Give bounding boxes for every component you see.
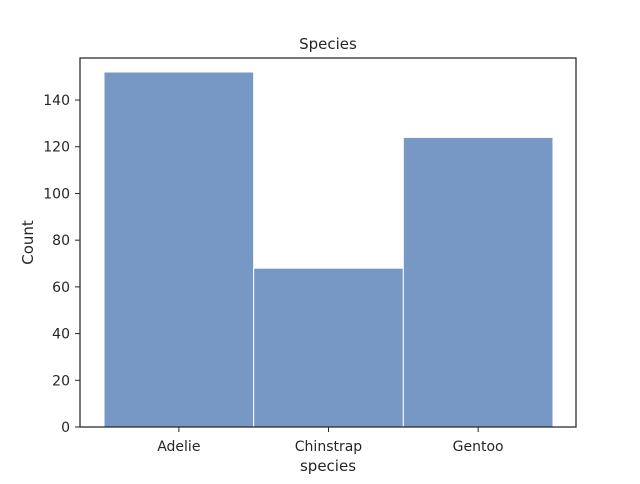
y-axis-label: Count bbox=[19, 220, 37, 265]
y-axis: 0 20 40 60 80 100 120 140 bbox=[43, 93, 80, 436]
y-tick-label: 80 bbox=[52, 233, 70, 249]
x-tick-label: Chinstrap bbox=[295, 439, 363, 455]
y-tick-label: 120 bbox=[43, 140, 70, 156]
bar-chinstrap bbox=[253, 267, 404, 428]
x-tick-label: Adelie bbox=[157, 439, 200, 455]
x-axis: Adelie Chinstrap Gentoo bbox=[157, 427, 504, 455]
y-tick-label: 140 bbox=[43, 93, 70, 109]
y-tick-label: 60 bbox=[52, 280, 70, 296]
bar-gentoo bbox=[402, 136, 554, 428]
y-tick-label: 40 bbox=[52, 327, 70, 343]
y-tick-label: 20 bbox=[52, 373, 70, 389]
x-tick-label: Gentoo bbox=[453, 439, 504, 455]
y-tick-label: 0 bbox=[61, 420, 70, 436]
y-tick-label: 100 bbox=[43, 186, 70, 202]
bar-adelie bbox=[103, 71, 255, 428]
bars-layer bbox=[103, 71, 554, 428]
chart-title: Species bbox=[299, 35, 357, 53]
x-axis-label: species bbox=[300, 457, 356, 475]
